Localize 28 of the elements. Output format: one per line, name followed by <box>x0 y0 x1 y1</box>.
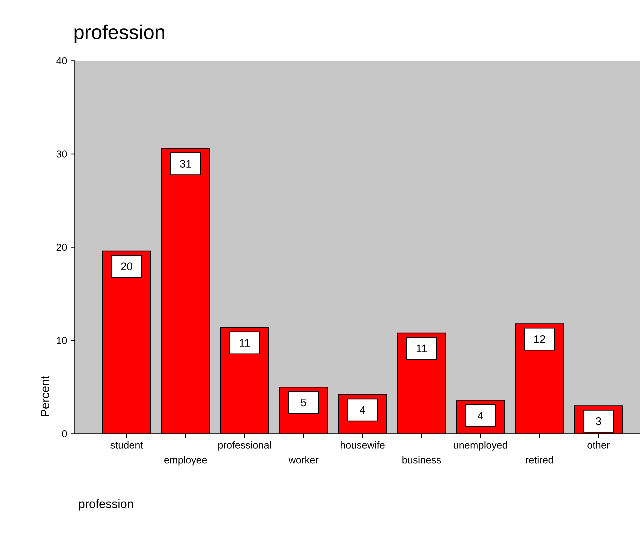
x-tick-label: other <box>588 442 610 449</box>
data-label: 5 <box>301 398 306 407</box>
data-label: 11 <box>240 339 250 347</box>
bar <box>102 251 151 434</box>
data-label: 4 <box>360 406 366 414</box>
y-tick-label: 40 <box>56 57 68 65</box>
x-tick-label: student <box>110 442 144 449</box>
data-label: 31 <box>180 160 192 168</box>
x-tick-label: professional <box>218 442 272 451</box>
y-tick-label: 0 <box>62 430 68 438</box>
x-tick-label: unemployed <box>454 442 508 451</box>
chart-title: profession <box>74 24 164 44</box>
data-label: 11 <box>416 344 427 352</box>
bar <box>162 148 210 434</box>
data-label: 4 <box>478 412 484 420</box>
data-label: 20 <box>121 262 133 271</box>
x-tick-label: business <box>402 456 442 464</box>
x-tick-label: housewife <box>340 442 385 449</box>
x-tick-label: retired <box>526 456 554 464</box>
x-axis-title: profession <box>79 500 134 511</box>
data-label: 12 <box>534 336 546 344</box>
x-tick-label: worker <box>288 456 319 464</box>
y-tick-label: 20 <box>56 244 68 252</box>
x-tick-label: employee <box>164 456 208 466</box>
data-label: 3 <box>596 418 602 426</box>
y-axis-title: Percent <box>41 376 50 416</box>
y-tick-label: 30 <box>56 150 68 158</box>
y-tick-label: 10 <box>57 337 68 344</box>
